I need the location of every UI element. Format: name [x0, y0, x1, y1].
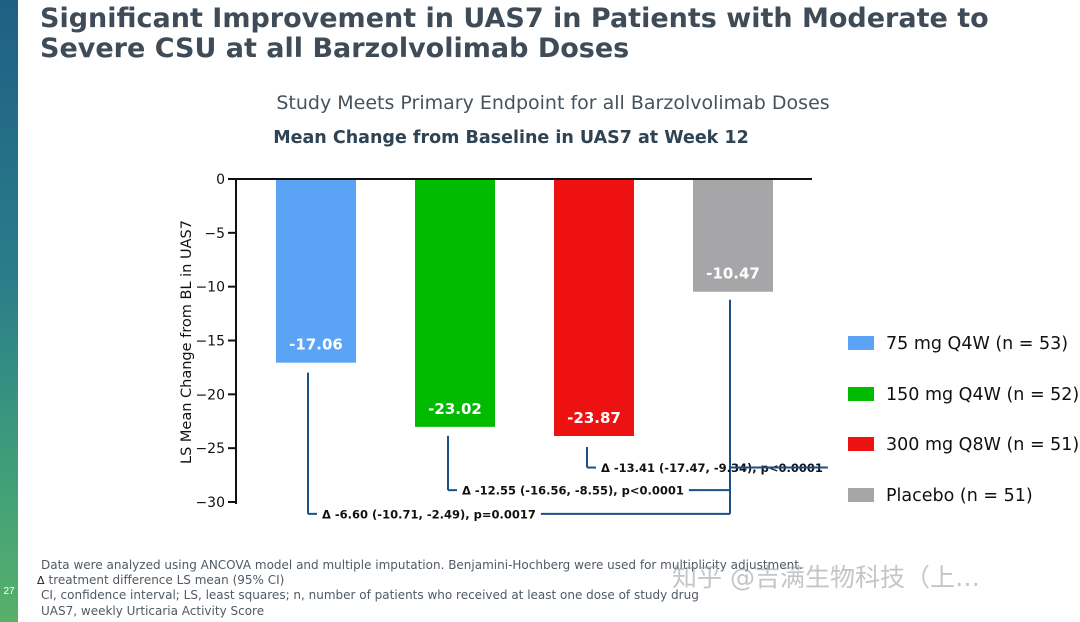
y-tick-label: −30 [195, 495, 225, 511]
comparison-label-3: Δ -6.60 (-10.71, -2.49), p=0.0017 [322, 507, 536, 521]
y-tick-label: 0 [216, 172, 225, 188]
delta-symbol: Δ [37, 574, 45, 588]
y-tick-label: −10 [195, 280, 225, 296]
bar-value-label-4: -10.47 [706, 265, 760, 283]
footnote-delta-text: treatment difference LS mean (95% CI) [48, 573, 285, 588]
legend-swatch-3 [848, 437, 874, 451]
y-tick-label: −25 [195, 441, 225, 457]
chart-subtitle: Study Meets Primary Endpoint for all Bar… [276, 92, 830, 114]
bar-2 [415, 179, 495, 427]
watermark: 知乎 @吉满生物科技（上… [672, 563, 980, 592]
bar-value-label-2: -23.02 [428, 400, 482, 418]
y-axis-label: LS Mean Change from BL in UAS7 [179, 220, 195, 464]
bar-4 [693, 179, 773, 292]
chart-title: Mean Change from Baseline in UAS7 at Wee… [273, 128, 749, 148]
legend-label-4: Placebo (n = 51) [886, 486, 1033, 506]
y-tick-label: −15 [195, 334, 225, 350]
legend-swatch-4 [848, 488, 874, 502]
legend-label-3: 300 mg Q8W (n = 51) [886, 435, 1079, 455]
sidebar-stripe [0, 0, 18, 622]
legend-swatch-1 [848, 336, 874, 350]
footnote-abbreviations: CI, confidence interval; LS, least squar… [41, 588, 699, 603]
comparison-label-1: Δ -13.41 (-17.47, -9.34), p<0.0001 [601, 461, 823, 475]
footnote-methods: Data were analyzed using ANCOVA model an… [41, 558, 803, 572]
slide-title: Significant Improvement in UAS7 in Patie… [40, 3, 989, 64]
footnotes: Data were analyzed using ANCOVA model an… [37, 558, 803, 619]
legend-label-1: 75 mg Q4W (n = 53) [886, 334, 1068, 354]
y-tick-label: −20 [195, 387, 225, 403]
bar-value-label-1: -17.06 [289, 336, 343, 354]
comparison-label-2: Δ -12.55 (-16.56, -8.55), p<0.0001 [462, 484, 684, 498]
footnote-uas7: UAS7, weekly Urticaria Activity Score [41, 603, 265, 618]
legend-label-2: 150 mg Q4W (n = 52) [886, 385, 1079, 405]
y-tick-label: −5 [204, 226, 225, 242]
page-number: 27 [3, 586, 15, 597]
bar-1 [276, 179, 356, 363]
legend-swatch-2 [848, 387, 874, 401]
bar-value-label-3: -23.87 [567, 409, 621, 427]
bar-3 [554, 179, 634, 437]
